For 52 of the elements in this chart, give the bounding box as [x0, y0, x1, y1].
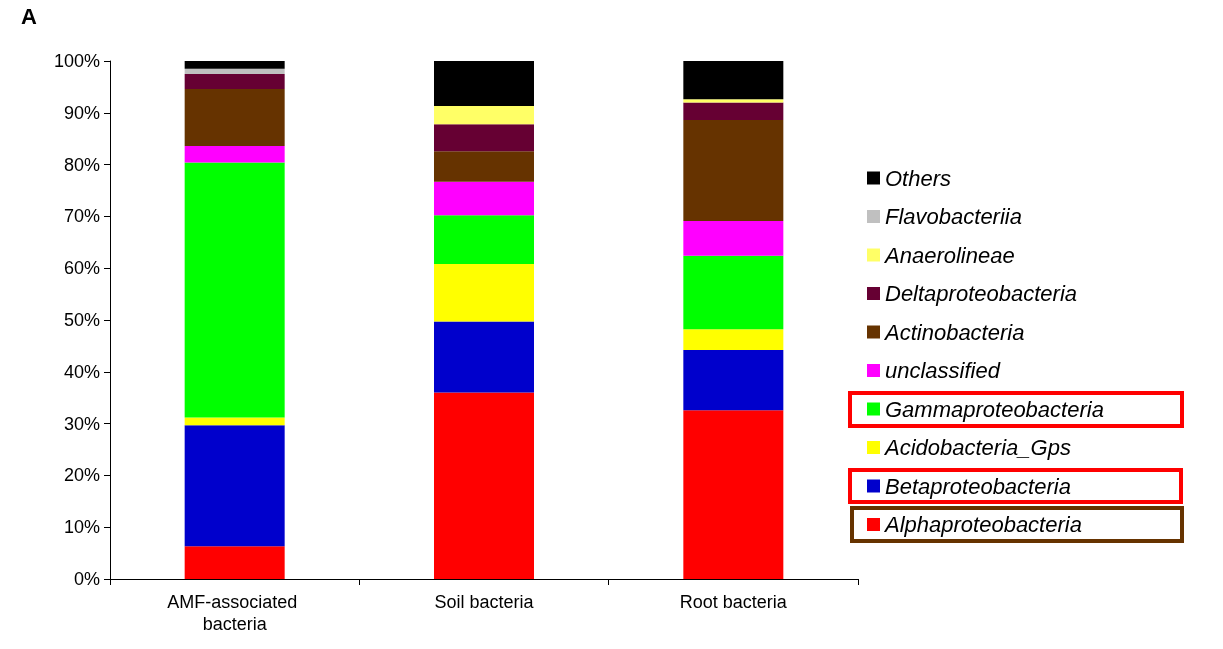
y-tick-label: 80% — [63, 154, 100, 175]
y-tick-label: 90% — [63, 102, 100, 123]
bar — [434, 151, 534, 182]
bar — [683, 61, 784, 100]
bar — [683, 329, 784, 351]
bar — [184, 73, 285, 89]
legend-label: Betaproteobacteria — [885, 473, 1071, 499]
chart-title: A — [21, 3, 37, 29]
y-tick-label: 60% — [63, 258, 100, 279]
legend-label: Alphaproteobacteria — [883, 512, 1082, 537]
bar — [434, 392, 534, 579]
bar — [434, 124, 534, 152]
legend-label: unclassified — [885, 358, 1001, 383]
x-tick-label: Root bacteria — [679, 592, 788, 612]
bar — [683, 102, 784, 121]
y-tick-label: 10% — [63, 517, 100, 538]
legend-label: Gammaproteobacteria — [885, 396, 1104, 422]
x-tick-label: AMF-associated bacteria — [167, 592, 303, 634]
bar — [434, 321, 534, 393]
x-tick-label: Soil bacteria — [434, 592, 535, 612]
bar — [184, 546, 285, 579]
legend-label: Deltaproteobacteria — [885, 281, 1078, 306]
bar — [434, 181, 534, 216]
y-tick-label: 20% — [63, 465, 100, 486]
bar — [184, 162, 285, 418]
legend-label: Others — [885, 165, 952, 191]
bar — [434, 215, 534, 265]
bar — [683, 350, 784, 411]
y-tick-label: 0% — [73, 569, 100, 589]
legend-label: Acidobacteria_Gps — [883, 435, 1071, 460]
bar — [683, 99, 784, 103]
y-tick-label: 70% — [63, 206, 100, 227]
legend-label: Actinobacteria — [883, 319, 1025, 345]
bar — [683, 120, 784, 222]
bar — [184, 61, 285, 69]
bar — [683, 221, 784, 256]
legend-label: Flavobacteriia — [885, 204, 1022, 229]
bar — [184, 425, 285, 547]
y-tick-label: 50% — [63, 310, 100, 330]
bar — [683, 410, 784, 579]
bar — [434, 264, 534, 322]
bar — [184, 88, 285, 146]
bar — [683, 255, 784, 330]
bar — [184, 68, 285, 74]
y-tick-label: 30% — [63, 413, 100, 434]
y-tick-label: 100% — [53, 51, 100, 71]
y-tick-label: 40% — [63, 361, 100, 382]
bar — [434, 61, 534, 107]
bar — [184, 145, 285, 163]
bar — [434, 106, 534, 125]
legend-label: Anaerolineae — [883, 242, 1015, 268]
bar — [184, 417, 285, 426]
